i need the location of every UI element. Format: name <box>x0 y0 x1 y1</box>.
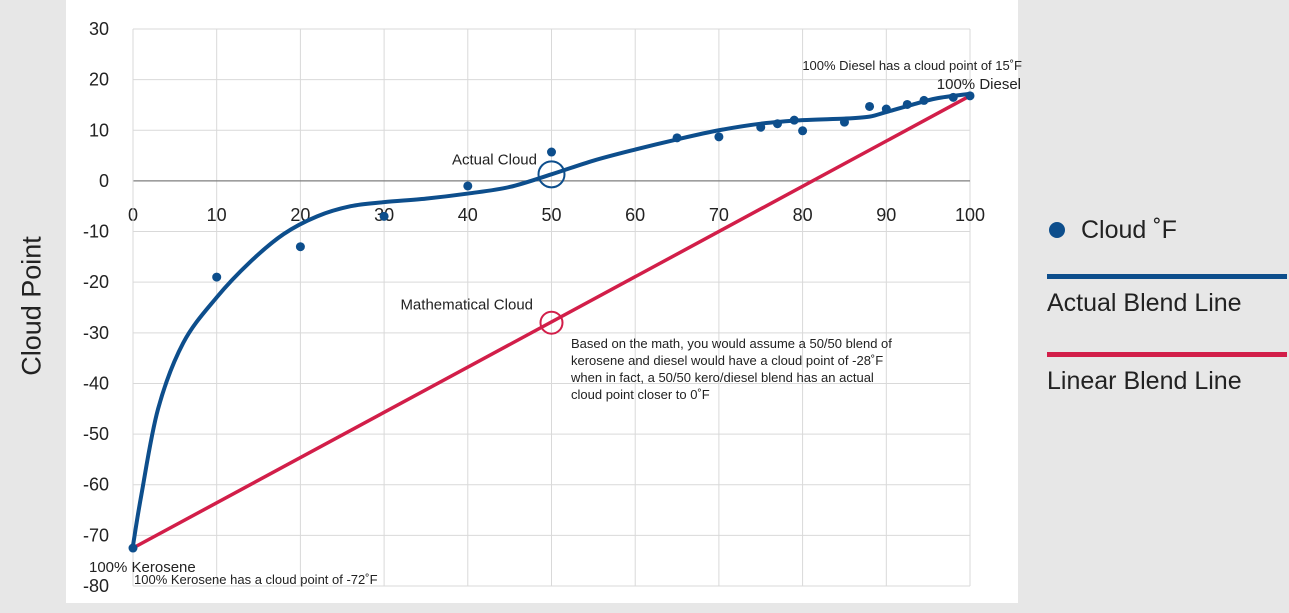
cloud-data-point <box>379 211 389 221</box>
y-tick-label: 30 <box>89 19 109 39</box>
cloud-data-point <box>714 132 724 142</box>
legend-label-linear: Linear Blend Line <box>1047 367 1242 395</box>
cloud-data-point <box>881 104 891 114</box>
legend-item-actual: Actual Blend Line <box>1047 274 1287 318</box>
cloud-data-point <box>756 122 766 132</box>
cloud-data-point <box>789 115 799 125</box>
y-tick-label: 20 <box>89 70 109 90</box>
cloud-data-point <box>919 95 929 105</box>
y-tick-label: 10 <box>89 120 109 140</box>
diesel-note: 100% Diesel has a cloud point of 15˚F <box>802 58 1022 73</box>
x-tick-label: 70 <box>709 205 729 225</box>
cloud-data-point <box>839 117 849 127</box>
kerosene-label: 100% Kerosene <box>89 559 196 576</box>
legend-item-cloud: Cloud ˚F <box>1047 210 1287 250</box>
x-tick-label: 60 <box>625 205 645 225</box>
actual-cloud-label: Actual Cloud <box>452 151 537 168</box>
legend: Cloud ˚F Actual Blend Line Linear Blend … <box>1047 210 1287 396</box>
legend-line-actual-icon <box>1047 274 1287 279</box>
cloud-data-point <box>212 272 222 282</box>
y-tick-label: -80 <box>83 576 109 596</box>
chart-panel <box>66 0 1018 603</box>
math-note-line: cloud point closer to 0˚F <box>571 387 710 402</box>
cloud-data-point <box>965 91 975 101</box>
y-tick-label: -40 <box>83 373 109 393</box>
math-note-line: when in fact, a 50/50 kero/diesel blend … <box>570 370 874 385</box>
cloud-data-point <box>128 543 138 553</box>
x-tick-label: 100 <box>955 205 985 225</box>
math-note-line: Based on the math, you would assume a 50… <box>571 336 892 351</box>
x-tick-label: 80 <box>793 205 813 225</box>
x-tick-label: 40 <box>458 205 478 225</box>
cloud-data-point <box>772 119 782 129</box>
legend-dot-icon <box>1049 222 1065 238</box>
legend-item-linear: Linear Blend Line <box>1047 352 1287 396</box>
x-tick-label: 90 <box>876 205 896 225</box>
y-tick-label: 0 <box>99 171 109 191</box>
cloud-data-point <box>902 99 912 109</box>
legend-line-linear-icon <box>1047 352 1287 357</box>
y-tick-label: -10 <box>83 222 109 242</box>
legend-label-cloud: Cloud ˚F <box>1081 215 1177 244</box>
y-tick-label: -20 <box>83 272 109 292</box>
x-tick-label: 50 <box>541 205 561 225</box>
actual-blend-line <box>131 91 971 546</box>
legend-label-actual: Actual Blend Line <box>1047 289 1242 317</box>
mathematical-cloud-label: Mathematical Cloud <box>400 297 533 314</box>
cloud-data-point <box>463 181 473 191</box>
y-tick-label: -50 <box>83 424 109 444</box>
cloud-data-point <box>798 126 808 136</box>
linear-blend-line <box>132 94 971 550</box>
kerosene-note: 100% Kerosene has a cloud point of -72˚F <box>134 572 378 587</box>
cloud-data-point <box>672 133 682 143</box>
cloud-data-point <box>948 92 958 102</box>
y-tick-label: -60 <box>83 475 109 495</box>
cloud-data-point <box>295 242 305 252</box>
y-axis-label: Cloud Point <box>16 236 47 376</box>
x-tick-label: 10 <box>207 205 227 225</box>
actual-cloud-marker <box>537 160 566 189</box>
y-tick-label: -30 <box>83 323 109 343</box>
cloud-data-point <box>865 101 875 111</box>
mathematical-cloud-marker <box>539 310 564 335</box>
math-note-line: kerosene and diesel would have a cloud p… <box>571 353 883 368</box>
cloud-data-point <box>547 147 556 157</box>
diesel-label: 100% Diesel <box>937 76 1021 93</box>
y-tick-label: -70 <box>83 525 109 545</box>
